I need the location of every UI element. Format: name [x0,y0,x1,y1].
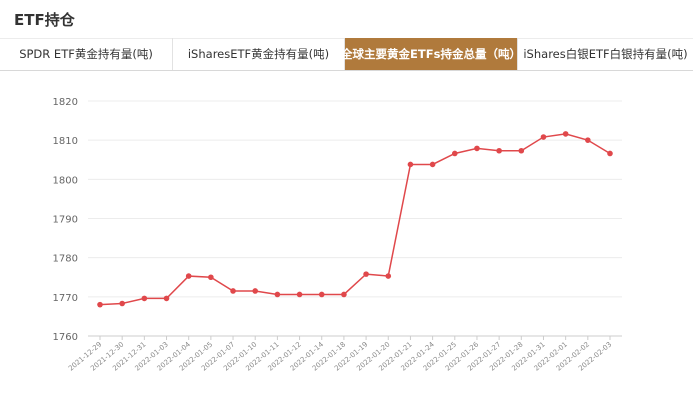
data-point[interactable] [496,147,502,154]
data-point[interactable] [385,273,392,279]
data-point[interactable] [185,273,192,279]
tab-ishares-silver-etf[interactable]: iShares白银ETF白银持有量(吨) [518,38,693,70]
y-tick-label: 1780 [53,254,78,265]
data-points [97,131,613,308]
data-point[interactable] [296,291,303,298]
tab-label: iSharesETF黄金持有量(吨) [187,47,330,61]
data-point[interactable] [518,147,525,154]
data-point[interactable] [163,295,170,302]
data-point[interactable] [607,150,613,157]
grid-lines [88,100,622,337]
data-point[interactable] [540,134,547,140]
data-point[interactable] [363,271,369,277]
data-point[interactable] [97,301,103,308]
x-axis: 2021-12-292021-12-302021-12-312022-01-03… [67,336,613,373]
tab-global-gold-etfs[interactable]: 全球主要黄金ETFs持金总量（吨） [341,38,521,70]
data-point[interactable] [208,274,214,281]
y-tick-label: 1770 [53,293,78,304]
series-line [99,133,611,306]
y-tick-label: 1820 [53,97,78,108]
tab-bar: SPDR ETF黄金持有量(吨) iSharesETF黄金持有量(吨) 全球主要… [0,38,693,71]
data-point[interactable] [141,295,148,302]
page-title: ETF持仓 [14,11,75,29]
data-point[interactable] [407,161,414,168]
data-point[interactable] [341,291,347,298]
data-point[interactable] [429,161,436,168]
page-header: ETF持仓 [0,0,693,39]
tab-ishares-etf-gold[interactable]: iSharesETF黄金持有量(吨) [173,38,345,70]
data-point[interactable] [585,137,591,143]
data-point[interactable] [119,300,125,307]
series-line-layer [99,133,611,306]
tab-label: SPDR ETF黄金持有量(吨) [19,47,153,61]
data-point[interactable] [252,288,259,294]
y-axis: 1760 1770 1780 1790 1800 1810 1820 [53,97,78,343]
tab-label: 全球主要黄金ETFs持金总量（吨） [341,47,521,61]
chart-area: 1760 1770 1780 1790 1800 1810 1820 2021-12-29 2… [0,72,693,402]
data-point[interactable] [451,150,458,157]
tab-label: iShares白银ETF白银持有量(吨) [523,47,688,61]
data-point[interactable] [318,291,325,298]
data-point[interactable] [274,291,281,298]
data-point[interactable] [230,288,236,294]
y-tick-label: 1760 [53,332,78,343]
line-chart: 1760 1770 1780 1790 1800 1810 1820 2021-12-292… [53,97,622,373]
tab-spdr-etf-gold[interactable]: SPDR ETF黄金持有量(吨) [0,38,173,70]
data-point[interactable] [562,131,569,137]
data-point[interactable] [474,145,480,152]
y-tick-label: 1810 [53,136,78,147]
y-tick-label: 1790 [53,215,78,226]
y-tick-label: 1800 [53,175,78,186]
